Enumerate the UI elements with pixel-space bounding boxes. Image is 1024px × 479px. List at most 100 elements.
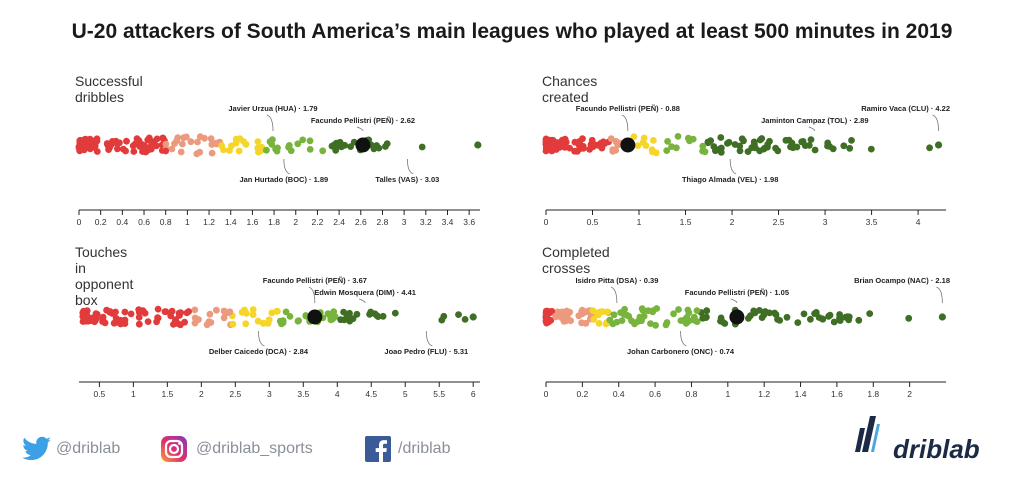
player-dot	[807, 136, 815, 144]
player-dot	[617, 309, 625, 316]
player-dot	[208, 149, 216, 157]
highlight-player-dot	[729, 309, 745, 325]
player-dot	[604, 308, 611, 316]
player-dot	[366, 310, 373, 318]
x-tick-label: 1.2	[758, 389, 770, 399]
player-dot	[332, 146, 340, 154]
player-dot	[375, 144, 383, 152]
player-dot	[751, 309, 759, 317]
player-dot	[263, 146, 270, 154]
player-dot	[306, 146, 314, 153]
player-dot	[664, 138, 671, 145]
x-tick-label: 4.5	[365, 389, 377, 399]
player-dot	[438, 316, 446, 324]
annotation-leader	[936, 286, 943, 304]
annotation-leader	[621, 114, 629, 132]
player-dot	[601, 140, 609, 147]
player-dot	[580, 144, 587, 152]
x-tick-label: 2.2	[312, 217, 324, 227]
player-dot	[731, 141, 739, 148]
player-dot	[561, 143, 569, 151]
player-dot	[243, 310, 250, 317]
player-dot	[564, 315, 571, 323]
x-tick-label: 2	[293, 217, 298, 227]
x-tick-label: 0.2	[576, 389, 588, 399]
annotation-leader	[359, 298, 366, 304]
annotation-leader	[308, 286, 316, 304]
annotation-leader	[283, 158, 290, 175]
player-dot	[242, 140, 250, 148]
player-dot	[259, 319, 267, 327]
annotation-label: Ramiro Vaca (CLU) · 4.22	[861, 104, 950, 113]
chart-title-crosses: Completed crosses	[542, 244, 610, 276]
twitter-icon	[22, 436, 51, 461]
player-dot	[783, 313, 791, 321]
player-dot	[168, 145, 176, 153]
player-dot	[138, 141, 146, 148]
player-dot	[774, 316, 781, 323]
player-dot	[268, 141, 276, 148]
annotation-label: Facundo Pellistri (PEÑ) · 3.67	[263, 276, 367, 285]
player-dot	[144, 318, 152, 325]
player-dot	[824, 139, 832, 147]
annotation-label: Jaminton Campaz (TOL) · 2.89	[761, 116, 868, 125]
instagram-handle: @driblab_sports	[196, 440, 313, 457]
x-tick-label: 2.4	[333, 217, 345, 227]
player-dot	[220, 314, 228, 322]
player-dot	[589, 307, 597, 314]
player-dot	[249, 306, 257, 313]
highlight-player-dot	[355, 137, 371, 153]
player-dot	[699, 147, 706, 155]
annotation-leader	[406, 158, 414, 175]
player-dot	[690, 313, 698, 321]
player-dot	[285, 142, 293, 149]
player-dot	[702, 313, 710, 321]
player-dot	[286, 313, 294, 320]
player-dot	[235, 147, 243, 155]
player-dot	[183, 309, 191, 317]
player-dot	[391, 309, 399, 317]
annotation-leader	[610, 286, 618, 304]
player-dot	[618, 317, 626, 324]
player-dot	[76, 147, 84, 155]
chart-crosses: 0 0.2 0.4 0.6 0.8 1 1.2 1.4 1.6 1.8 2 Isidro Pitta …	[542, 276, 950, 399]
player-dot	[610, 311, 618, 319]
player-dot	[558, 136, 566, 144]
player-dot	[224, 309, 232, 316]
player-dot	[634, 142, 642, 150]
annotation-label: Isidro Pitta (DSA) · 0.39	[575, 276, 658, 285]
player-dot	[333, 139, 340, 147]
instagram-icon	[161, 436, 187, 462]
player-dot	[674, 133, 682, 140]
x-tick-label: 0.4	[116, 217, 128, 227]
player-dot	[153, 135, 161, 143]
x-tick-label: 5.5	[433, 389, 445, 399]
player-dot-max	[938, 313, 946, 321]
player-dot	[279, 317, 287, 324]
annotation-label: Thiago Almada (VEL) · 1.98	[682, 175, 778, 184]
facebook-icon	[365, 436, 391, 462]
player-dot	[91, 141, 99, 149]
x-tick-label: 1.4	[795, 389, 807, 399]
player-dot	[232, 139, 240, 147]
x-tick-label: 0.2	[95, 217, 107, 227]
player-dot	[129, 142, 137, 150]
driblab-logo-icon	[855, 416, 880, 452]
player-dot	[294, 317, 302, 325]
player-dot	[542, 137, 550, 145]
player-dot	[127, 310, 135, 318]
player-dot	[161, 308, 169, 316]
player-dot	[548, 307, 556, 315]
player-dot	[122, 147, 129, 155]
player-dot	[340, 308, 347, 316]
player-dot	[595, 320, 603, 327]
player-dot	[905, 314, 913, 322]
player-dot	[249, 311, 257, 319]
player-dot	[744, 148, 752, 156]
player-dot	[549, 137, 557, 145]
player-dot	[299, 136, 307, 144]
player-dot	[196, 148, 204, 156]
player-dot	[811, 310, 818, 317]
x-tick-label: 3	[402, 217, 407, 227]
player-dot	[162, 140, 170, 148]
